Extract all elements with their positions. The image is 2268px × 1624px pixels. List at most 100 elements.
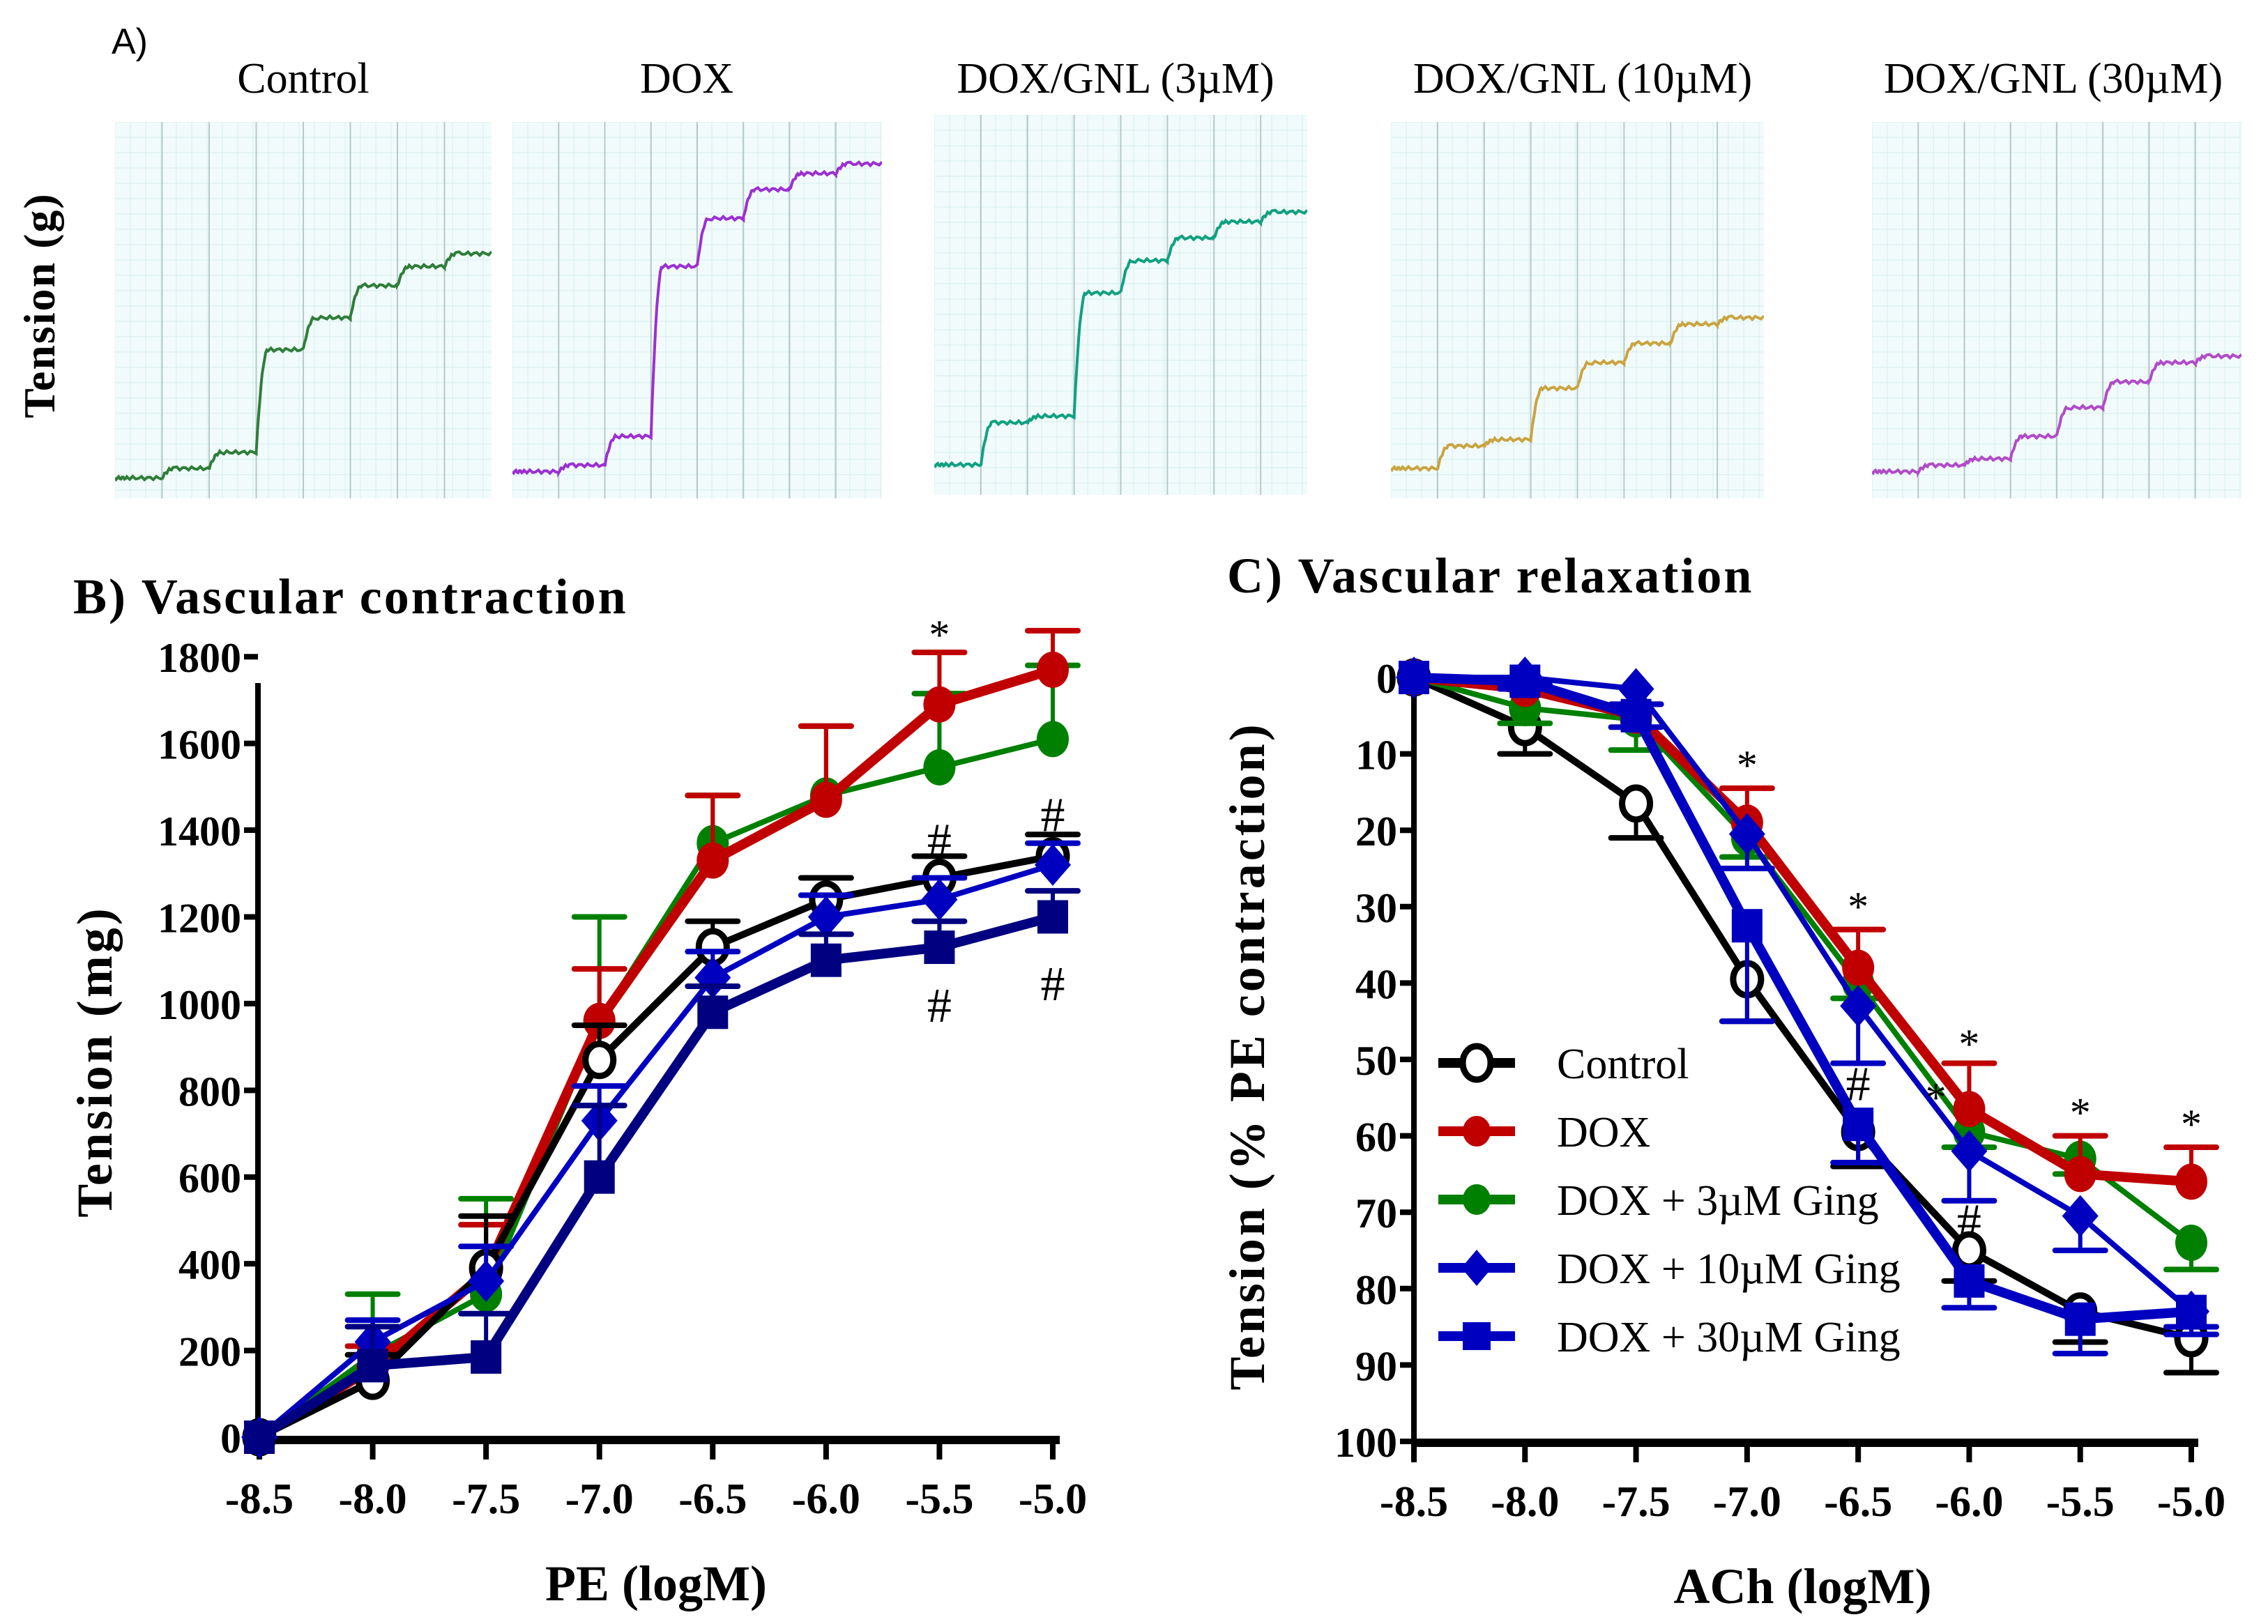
trace-title: DOX/GNL (3µM) xyxy=(957,55,1274,102)
legend-label: Control xyxy=(1557,1041,1689,1088)
x-tick-label: -7.0 xyxy=(1713,1478,1781,1526)
y-tick-label: 0 xyxy=(220,1416,241,1462)
legend-label: DOX xyxy=(1557,1109,1650,1156)
panel-a-ylabel: Tension (g) xyxy=(15,192,64,418)
data-point xyxy=(1037,900,1068,934)
trace-title: DOX/GNL (10µM) xyxy=(1413,55,1753,102)
data-point xyxy=(357,1349,388,1383)
data-point xyxy=(1399,661,1429,694)
y-tick-label: 20 xyxy=(1355,809,1397,855)
tension-trace xyxy=(1872,122,2242,498)
y-tick-label: 100 xyxy=(1334,1420,1397,1466)
data-point xyxy=(1731,909,1763,943)
y-tick-label: 50 xyxy=(1355,1038,1397,1084)
data-point xyxy=(2064,1302,2096,1336)
trace-title: DOX xyxy=(639,55,734,102)
data-point xyxy=(1953,1091,1986,1128)
significance-mark: * xyxy=(1848,884,1869,930)
data-point xyxy=(807,896,844,938)
y-tick-label: 40 xyxy=(1355,961,1397,1007)
series-line xyxy=(257,912,1054,1441)
data-point xyxy=(921,878,958,921)
significance-mark: # xyxy=(1846,1057,1871,1111)
data-point xyxy=(2062,1195,2099,1237)
significance-mark: # xyxy=(927,815,952,868)
significance-mark: # xyxy=(927,979,952,1033)
significance-mark: * xyxy=(929,613,950,658)
data-point xyxy=(924,930,955,965)
trace-line xyxy=(1872,352,2242,478)
significance-mark: # xyxy=(1957,1195,1981,1249)
chart-c-vascular-relaxation: 0 10 20 30 40 50 60 70 80 90 100 -8.5 -8.0 -7.5 -7.0 -6… xyxy=(1219,656,2225,1614)
series-line xyxy=(1413,673,2192,1324)
tension-trace xyxy=(512,122,882,498)
chart-b-vascular-contraction: 0 200 400 600 800 1000 1200 1400 1600 1800 -8.5 -8.… xyxy=(67,613,1087,1611)
data-point xyxy=(582,1041,617,1080)
x-tick-label: -7.5 xyxy=(452,1476,520,1523)
panel-a-label: A) xyxy=(112,22,148,62)
series-line xyxy=(1413,673,2192,1187)
significance-mark: * xyxy=(1958,1021,1979,1067)
data-point xyxy=(809,781,842,818)
significance-mark: # xyxy=(1041,788,1065,842)
y-tick-label: 60 xyxy=(1355,1114,1397,1160)
y-tick-label: 1600 xyxy=(158,722,241,768)
y-axis-label: Tension (mg) xyxy=(67,905,123,1217)
data-point xyxy=(810,943,842,977)
significance-mark: * xyxy=(2181,1101,2202,1147)
legend-label: DOX + 10µM Ging xyxy=(1557,1246,1901,1293)
tension-trace xyxy=(1391,122,1764,498)
trace-title: DOX/GNL (30µM) xyxy=(1883,55,2223,102)
data-point xyxy=(2064,1156,2096,1193)
y-axis-label: Tension (% PE contraction) xyxy=(1219,721,1275,1390)
series-line xyxy=(1413,675,2193,1246)
series-line xyxy=(257,861,1054,1440)
x-tick-label: -6.5 xyxy=(678,1476,747,1523)
data-point xyxy=(2176,1294,2207,1328)
data-point xyxy=(1954,1264,1985,1298)
x-tick-label: -6.5 xyxy=(1824,1478,1892,1526)
x-tick-label: -6.0 xyxy=(1935,1478,2003,1526)
data-point xyxy=(697,842,729,879)
data-point xyxy=(1951,1130,1988,1172)
data-point xyxy=(1509,664,1541,698)
x-axis-label: PE (logM) xyxy=(545,1556,767,1611)
x-tick-label: -7.5 xyxy=(1601,1478,1670,1526)
significance-mark: * xyxy=(1926,1075,1947,1121)
data-point xyxy=(584,1160,615,1194)
significance-mark: * xyxy=(1737,742,1758,788)
series-line xyxy=(1414,675,2193,1314)
tension-trace xyxy=(115,122,492,498)
x-tick-label: -5.5 xyxy=(2046,1478,2115,1526)
data-point xyxy=(2175,1225,2207,1262)
chart-c-title: C) Vascular relaxation xyxy=(1227,548,1754,604)
y-tick-label: 1200 xyxy=(158,895,241,941)
trace-line xyxy=(512,160,882,478)
x-tick-label: -8.5 xyxy=(1380,1478,1448,1526)
x-tick-label: -6.0 xyxy=(792,1476,860,1523)
y-tick-label: 1000 xyxy=(158,982,241,1028)
y-tick-label: 70 xyxy=(1355,1190,1397,1236)
data-point xyxy=(1842,949,1875,986)
y-tick-label: 600 xyxy=(178,1156,241,1202)
data-point xyxy=(1619,784,1654,823)
x-tick-label: -8.5 xyxy=(225,1476,294,1523)
y-tick-label: 90 xyxy=(1355,1343,1397,1389)
series-line xyxy=(257,665,1055,1441)
data-point xyxy=(1728,813,1765,855)
trace-line xyxy=(934,208,1307,468)
trace-line xyxy=(1391,314,1764,473)
x-tick-label: -5.0 xyxy=(2157,1478,2225,1526)
data-point xyxy=(923,749,956,786)
legend-label: DOX + 30µM Ging xyxy=(1557,1314,1901,1361)
x-tick-label: -5.5 xyxy=(905,1476,973,1523)
y-tick-label: 1400 xyxy=(158,809,241,855)
y-tick-label: 400 xyxy=(178,1242,241,1288)
y-tick-label: 200 xyxy=(178,1329,241,1375)
data-point xyxy=(583,1002,616,1039)
legend-marker xyxy=(1463,1184,1491,1215)
data-point xyxy=(471,1340,502,1374)
significance-mark: # xyxy=(1041,958,1065,1011)
trace-line xyxy=(115,250,492,482)
x-tick-label: -5.0 xyxy=(1019,1476,1087,1523)
